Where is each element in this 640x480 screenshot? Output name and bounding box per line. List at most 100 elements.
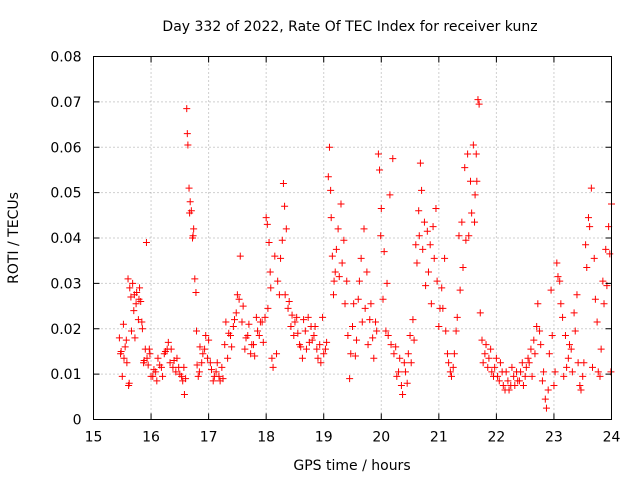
- data-point: [525, 359, 533, 367]
- data-point: [194, 372, 202, 380]
- data-point: [499, 381, 507, 389]
- data-point: [387, 341, 395, 349]
- data-point: [343, 277, 351, 285]
- data-point: [567, 345, 575, 353]
- data-point: [290, 332, 298, 340]
- data-point: [351, 352, 359, 360]
- data-point: [313, 345, 321, 353]
- data-point: [443, 350, 451, 358]
- data-point: [143, 354, 151, 362]
- data-point: [376, 166, 384, 174]
- data-point: [173, 354, 181, 362]
- data-point: [537, 341, 545, 349]
- y-tick-label: 0: [73, 413, 82, 429]
- data-point: [472, 150, 480, 158]
- data-points: [115, 96, 615, 412]
- data-point: [146, 350, 154, 358]
- data-point: [524, 354, 532, 362]
- data-point: [415, 207, 423, 215]
- data-point: [602, 245, 610, 253]
- data-point: [262, 214, 270, 222]
- data-point: [382, 327, 390, 335]
- data-point: [393, 372, 401, 380]
- data-point: [121, 343, 129, 351]
- data-point: [284, 304, 292, 312]
- x-tick-label: 16: [142, 430, 160, 446]
- y-tick-label: 0.02: [50, 322, 81, 338]
- data-point: [157, 363, 165, 371]
- data-point: [353, 336, 361, 344]
- data-point: [377, 205, 385, 213]
- y-axis-label: ROTI / TECUs: [6, 192, 22, 284]
- data-point: [209, 377, 217, 385]
- data-point: [597, 345, 605, 353]
- x-tick-label: 24: [603, 430, 621, 446]
- data-point: [164, 338, 172, 346]
- data-point: [366, 316, 374, 324]
- data-point: [357, 254, 365, 262]
- data-point: [265, 239, 273, 247]
- data-point: [487, 345, 495, 353]
- data-point: [277, 254, 285, 262]
- data-point: [399, 391, 407, 399]
- data-point: [196, 343, 204, 351]
- data-point: [418, 186, 426, 194]
- data-point: [136, 284, 144, 292]
- data-point: [502, 368, 510, 376]
- data-point: [488, 368, 496, 376]
- data-point: [563, 363, 571, 371]
- data-point: [492, 354, 500, 362]
- data-point: [328, 252, 336, 260]
- data-point: [239, 302, 247, 310]
- data-point: [115, 334, 123, 342]
- data-point: [341, 300, 349, 308]
- data-point: [205, 336, 213, 344]
- data-point: [255, 332, 263, 340]
- data-point: [557, 300, 565, 308]
- data-point: [166, 359, 174, 367]
- data-point: [222, 318, 230, 326]
- data-point: [130, 291, 138, 299]
- data-point: [450, 350, 458, 358]
- data-point: [413, 259, 421, 267]
- data-point: [123, 359, 131, 367]
- data-point: [590, 254, 598, 262]
- data-point: [533, 322, 541, 330]
- data-point: [412, 241, 420, 249]
- data-point: [534, 300, 542, 308]
- x-tick-label: 21: [430, 430, 448, 446]
- data-point: [518, 359, 526, 367]
- data-point: [429, 223, 437, 231]
- data-point: [422, 282, 430, 290]
- data-point: [538, 377, 546, 385]
- data-point: [334, 225, 342, 233]
- data-point: [354, 295, 362, 303]
- data-point: [403, 379, 411, 387]
- data-point: [340, 236, 348, 244]
- data-point: [213, 359, 221, 367]
- data-point: [152, 368, 160, 376]
- data-point: [521, 372, 529, 380]
- data-point: [337, 200, 345, 208]
- data-point: [187, 207, 195, 215]
- data-point: [224, 354, 232, 362]
- data-point: [298, 354, 306, 362]
- data-point: [464, 150, 472, 158]
- data-point: [233, 291, 241, 299]
- data-point: [441, 254, 449, 262]
- data-point: [287, 322, 295, 330]
- data-point: [409, 316, 417, 324]
- data-point: [142, 239, 150, 247]
- data-point: [548, 332, 556, 340]
- data-point: [355, 277, 363, 285]
- data-point: [392, 343, 400, 351]
- data-point: [316, 341, 324, 349]
- data-point: [118, 372, 126, 380]
- data-point: [178, 372, 186, 380]
- data-point: [191, 275, 199, 283]
- data-point: [281, 291, 289, 299]
- data-point: [395, 368, 403, 376]
- data-point: [231, 316, 239, 324]
- data-point: [542, 404, 550, 412]
- data-point: [261, 313, 269, 321]
